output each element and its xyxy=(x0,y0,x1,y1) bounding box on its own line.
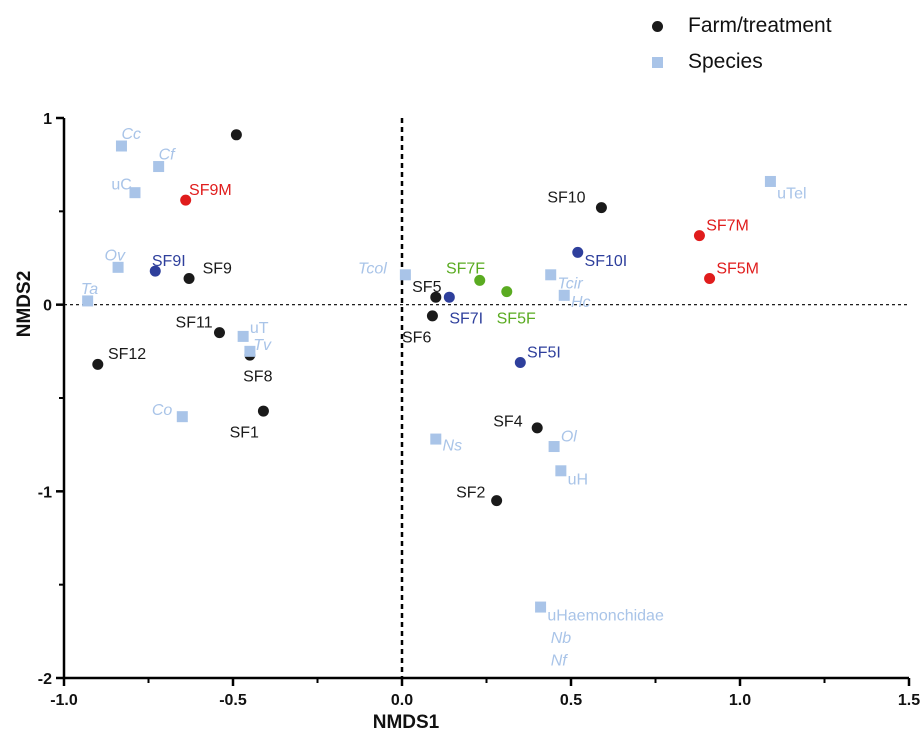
point-label: uT xyxy=(250,320,269,337)
data-point-circle xyxy=(595,202,607,214)
data-point-square xyxy=(545,269,557,281)
point-label: uTel xyxy=(777,186,806,203)
data-point-circle xyxy=(213,327,225,339)
data-point-square xyxy=(129,187,141,199)
point-label: Tv xyxy=(253,337,272,354)
point-label: SF2 xyxy=(456,484,485,501)
point-label: SF5I xyxy=(527,344,561,361)
point-label: SF9M xyxy=(189,182,232,199)
point-label: Ns xyxy=(443,438,463,455)
point-label: SF1 xyxy=(230,425,259,442)
point-label: SF5 xyxy=(412,279,441,296)
point-label: SF5F xyxy=(497,311,536,328)
point-label: SF7F xyxy=(446,260,485,277)
data-points xyxy=(82,129,776,613)
data-point-circle xyxy=(514,357,526,369)
data-point-circle xyxy=(92,358,104,370)
data-point-circle xyxy=(704,273,716,285)
point-label: Tcir xyxy=(557,275,583,292)
x-tick-label: -1.0 xyxy=(50,692,78,709)
point-label: Nb xyxy=(551,630,572,647)
data-point-square xyxy=(399,269,411,281)
point-label: SF4 xyxy=(493,413,522,430)
data-point-square xyxy=(82,295,94,307)
point-label: Cf xyxy=(159,146,177,163)
data-point-circle xyxy=(426,310,438,322)
data-point-circle xyxy=(693,230,705,242)
point-label: SF6 xyxy=(402,329,431,346)
point-label: Ol xyxy=(561,428,577,445)
data-point-circle xyxy=(572,246,584,258)
data-point-square xyxy=(548,441,560,453)
y-axis-title: NMDS2 xyxy=(14,271,35,338)
point-label: SF10I xyxy=(585,253,628,270)
data-point-circle xyxy=(430,291,442,303)
point-label: SF10 xyxy=(547,189,585,206)
x-axis-title: NMDS1 xyxy=(373,712,440,733)
data-point-circle xyxy=(180,194,192,206)
point-label: SF12 xyxy=(108,346,146,363)
point-label: Hc xyxy=(571,294,591,311)
point-label: Nf xyxy=(551,652,569,669)
x-tick-label: 1.0 xyxy=(729,692,751,709)
reference-lines xyxy=(64,118,909,678)
data-point-square xyxy=(153,161,165,173)
y-tick-label: 0 xyxy=(43,298,52,315)
x-tick-label: 0.5 xyxy=(560,692,582,709)
data-point-square xyxy=(115,140,127,152)
point-label: SF7I xyxy=(449,311,483,328)
data-point-circle xyxy=(443,291,455,303)
point-label: Co xyxy=(152,402,173,419)
point-label: Ta xyxy=(81,281,98,298)
data-point-square xyxy=(244,345,256,357)
point-labels: SF9 SF11 SF8 SF12 SF1 SF10 SF5 SF6 SF4 SF2 SF9M SF7… xyxy=(81,126,807,669)
y-tick-label: -1 xyxy=(38,484,52,501)
data-point-circle xyxy=(257,405,269,417)
point-label: uC xyxy=(111,176,131,193)
data-point-square xyxy=(764,175,776,187)
point-label: Tcol xyxy=(358,260,387,277)
y-tick-label: 1 xyxy=(43,111,52,128)
data-point-square xyxy=(558,289,570,301)
data-point-square xyxy=(430,433,442,445)
y-tick-label: -2 xyxy=(38,671,52,688)
data-point-circle xyxy=(531,422,543,434)
circle-marker-icon xyxy=(652,20,663,32)
point-label: uHaemonchidae xyxy=(547,608,664,625)
point-label: Ov xyxy=(105,247,126,264)
point-label: SF7M xyxy=(706,217,749,234)
data-point-circle xyxy=(149,265,161,277)
legend-item-species: Species xyxy=(642,44,832,80)
legend-item-farm: Farm/treatment xyxy=(642,8,832,44)
point-label: SF5M xyxy=(716,260,759,277)
point-label: SF9 xyxy=(203,260,232,277)
data-point-circle xyxy=(491,495,503,507)
square-marker-icon xyxy=(652,56,663,68)
data-point-circle xyxy=(230,129,242,141)
x-tick-label: 1.5 xyxy=(898,692,920,709)
data-point-square xyxy=(555,465,567,477)
point-label: uH xyxy=(568,471,588,488)
data-point-circle xyxy=(183,273,195,285)
x-tick-label: 0.0 xyxy=(391,692,413,709)
legend: Farm/treatment Species xyxy=(642,8,832,80)
point-label: Cc xyxy=(121,126,141,143)
axes: -1.0 -0.5 0.0 0.5 1.0 1.5 1 0 -1 -2 xyxy=(38,111,920,709)
point-label: SF9I xyxy=(152,253,186,270)
x-tick-label: -0.5 xyxy=(219,692,247,709)
data-point-square xyxy=(176,411,188,423)
data-point-circle xyxy=(501,286,513,298)
legend-label-species: Species xyxy=(688,50,763,73)
legend-label-farm: Farm/treatment xyxy=(688,14,832,37)
data-point-square xyxy=(535,601,547,613)
point-label: SF8 xyxy=(243,369,272,386)
data-point-square xyxy=(112,261,124,273)
data-point-circle xyxy=(474,274,486,286)
data-point-square xyxy=(237,330,249,342)
point-label: SF11 xyxy=(176,314,213,331)
